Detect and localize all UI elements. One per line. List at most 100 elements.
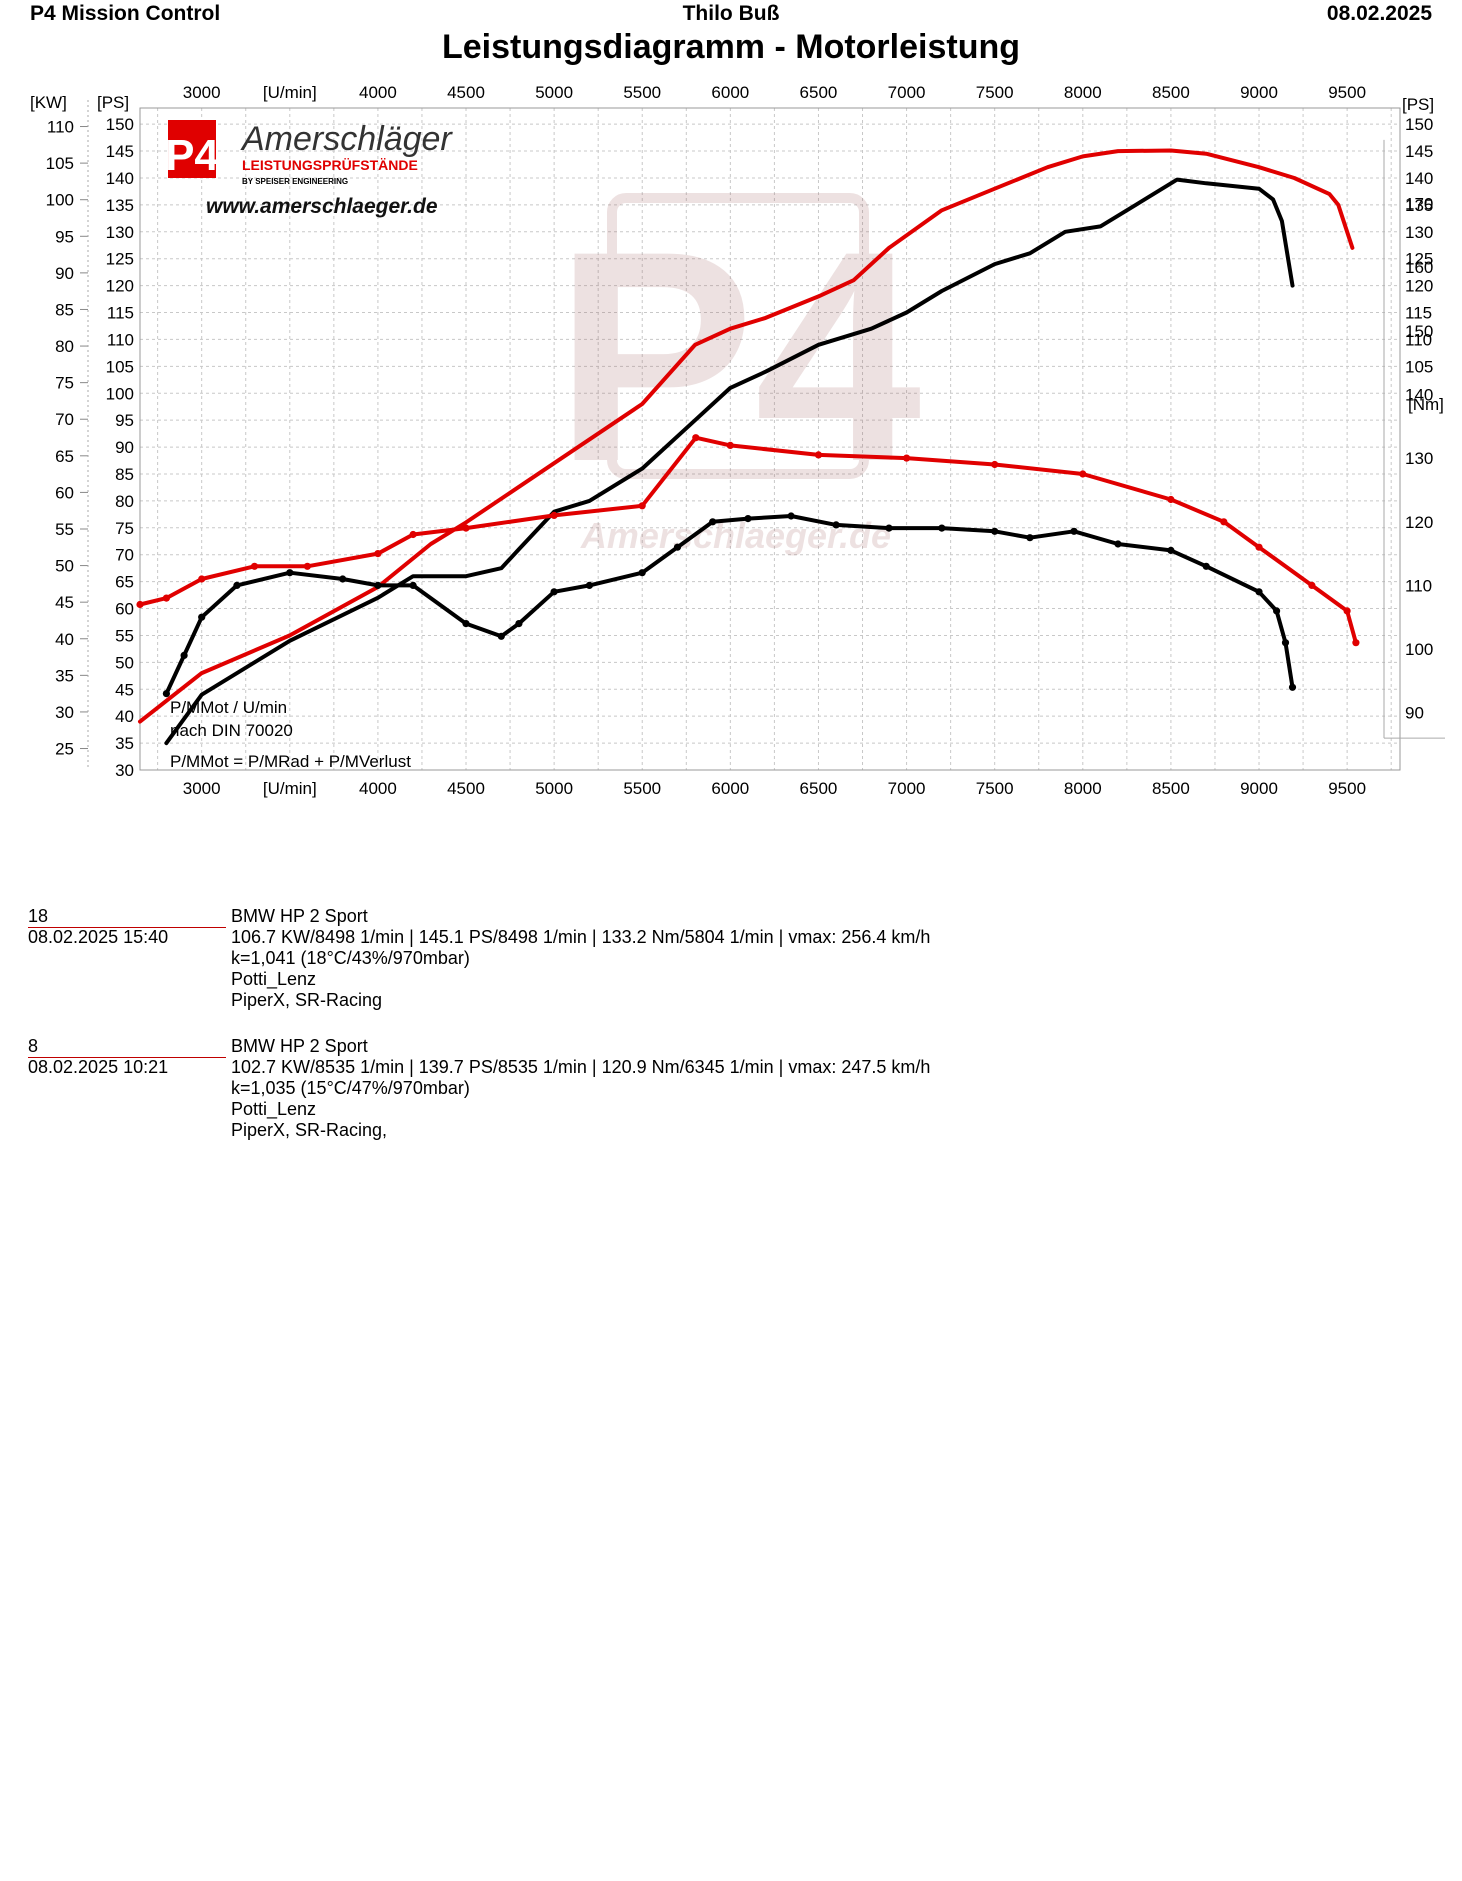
run-stats: 106.7 KW/8498 1/min | 145.1 PS/8498 1/mi… (231, 927, 931, 947)
ps-tick-label: 65 (115, 573, 134, 592)
run-stats: 102.7 KW/8535 1/min | 139.7 PS/8535 1/mi… (231, 1057, 931, 1077)
series-point-3 (1273, 607, 1281, 615)
series-point-2 (1220, 518, 1228, 526)
nm-tick-label: 150 (1405, 322, 1433, 341)
series-line-0 (138, 148, 1355, 724)
series-point-2 (1308, 581, 1316, 590)
series-point-2 (550, 511, 558, 519)
run-conditions: k=1,035 (15°C/47%/970mbar) (231, 1078, 470, 1098)
ps-tick-label: 120 (106, 277, 134, 296)
chart-grid (140, 108, 1400, 771)
run-tuner: Potti_Lenz (231, 969, 317, 989)
x-tick-label-top: 9000 (1240, 83, 1278, 102)
kw-tick-label: 50 (55, 557, 74, 576)
series-point-3 (1167, 546, 1175, 555)
ps-tick-label: 30 (115, 761, 134, 780)
ps-tick-label: 95 (115, 411, 134, 430)
chart-series (136, 148, 1360, 746)
x-tick-label-top: 8500 (1152, 83, 1190, 102)
ps-tick-label: 50 (115, 653, 134, 672)
series-point-3 (233, 581, 241, 590)
x-tick-label-top: 4000 (359, 83, 397, 102)
ps-tick-label: 70 (115, 546, 134, 565)
series-point-3 (1114, 540, 1122, 548)
kw-tick-label: 85 (55, 300, 74, 319)
run-parts: PiperX, SR-Racing, (231, 1120, 388, 1140)
run-vehicle: BMW HP 2 Sport (231, 1036, 368, 1056)
series-point-3 (673, 543, 682, 551)
series-point-3 (515, 620, 523, 628)
series-point-2 (198, 575, 206, 583)
run-conditions: k=1,041 (18°C/43%/970mbar) (231, 948, 470, 968)
series-point-3 (1026, 534, 1034, 542)
series-point-3 (198, 613, 206, 621)
logo-tagline: BY SPEISER ENGINEERING (242, 177, 348, 186)
amerschlaeger-logo: P4 Amerschläger LEISTUNGSPRÜFSTÄNDE BY S… (165, 120, 453, 218)
series-point-3 (638, 569, 646, 577)
kw-tick-label: 45 (55, 593, 74, 612)
logo-mark: P4 (165, 131, 219, 180)
plot-frame (139, 107, 1401, 771)
kw-tick-label: 95 (55, 227, 74, 246)
run-id: 8 (28, 1036, 226, 1058)
x-tick-label-bottom: 5500 (623, 779, 661, 798)
x-tick-label-bottom: 5000 (535, 779, 573, 798)
header-app-name: P4 Mission Control (30, 2, 221, 25)
x-tick-label-top: 6000 (711, 83, 749, 102)
series-point-3 (1288, 683, 1297, 691)
nm-tick-label: 110 (1405, 576, 1432, 595)
x-tick-label-bottom: 7000 (888, 779, 926, 798)
kw-tick-label: 100 (46, 191, 74, 210)
logo-url: www.amerschlaeger.de (206, 195, 438, 218)
x-axis-label-bottom: [U/min] (263, 779, 317, 798)
ps-tick-label: 135 (106, 196, 134, 215)
run-id: 18 (28, 906, 226, 928)
series-point-2 (136, 600, 144, 609)
x-tick-label-top: 5000 (535, 83, 573, 102)
ps-tick-label: 45 (115, 680, 134, 699)
kw-tick-label: 55 (55, 520, 74, 539)
series-point-2 (303, 562, 311, 570)
note-unit: P/MMot / U/min (170, 698, 287, 717)
series-line-1 (164, 177, 1295, 746)
series-point-3 (409, 581, 417, 590)
ps-axis-label: [PS] (97, 93, 129, 112)
nm-tick-label: 120 (1405, 513, 1433, 532)
series-point-3 (1281, 639, 1290, 647)
chart-axes: 3000 3000 4000 4000 4500 4500 5000 5000 5500 5500… (30, 83, 1445, 798)
series-point-3 (585, 581, 594, 590)
kw-tick-label: 30 (55, 703, 74, 722)
ps-tick-label: 140 (106, 169, 134, 188)
series-point-2 (991, 460, 999, 469)
series-point-3 (1070, 527, 1078, 535)
note-formula: P/MMot = P/MRad + P/MVerlust (170, 752, 411, 771)
x-tick-label-bottom: 4000 (359, 779, 397, 798)
nm-tick-label: 90 (1405, 704, 1424, 723)
series-point-3 (550, 588, 558, 596)
ps-tick-label: 115 (107, 304, 134, 323)
x-axis-label-top: [U/min] (263, 83, 317, 102)
ps-tick-label: 85 (115, 465, 134, 484)
series-point-2 (462, 524, 470, 532)
run-datetime: 08.02.2025 15:40 (28, 927, 169, 947)
ps-right-tick-label: 110 (1405, 330, 1432, 349)
x-tick-label-bottom: 3000 (183, 779, 221, 798)
series-point-3 (885, 524, 893, 532)
ps-right-tick-label: 150 (1405, 115, 1433, 134)
x-tick-label-bottom: 7500 (976, 779, 1014, 798)
nm-axis-label: [Nm] (1408, 395, 1444, 414)
nm-tick-label: 160 (1405, 258, 1433, 277)
dyno-chart: P4 Amerschlaeger.de 3000 3000 4000 4000 4500… (30, 83, 1445, 798)
series-point-3 (832, 521, 840, 529)
ps-tick-label: 145 (106, 142, 134, 161)
kw-tick-label: 70 (55, 410, 74, 429)
ps-tick-label: 110 (107, 330, 134, 349)
series-point-3 (374, 581, 382, 590)
ps-right-tick-label: 105 (1405, 357, 1433, 376)
series-line-2 (138, 435, 1358, 645)
series-point-3 (709, 518, 717, 526)
ps-tick-label: 40 (115, 707, 134, 726)
kw-tick-label: 90 (55, 264, 74, 283)
watermark-frame (607, 193, 869, 479)
series-point-2 (374, 550, 382, 558)
